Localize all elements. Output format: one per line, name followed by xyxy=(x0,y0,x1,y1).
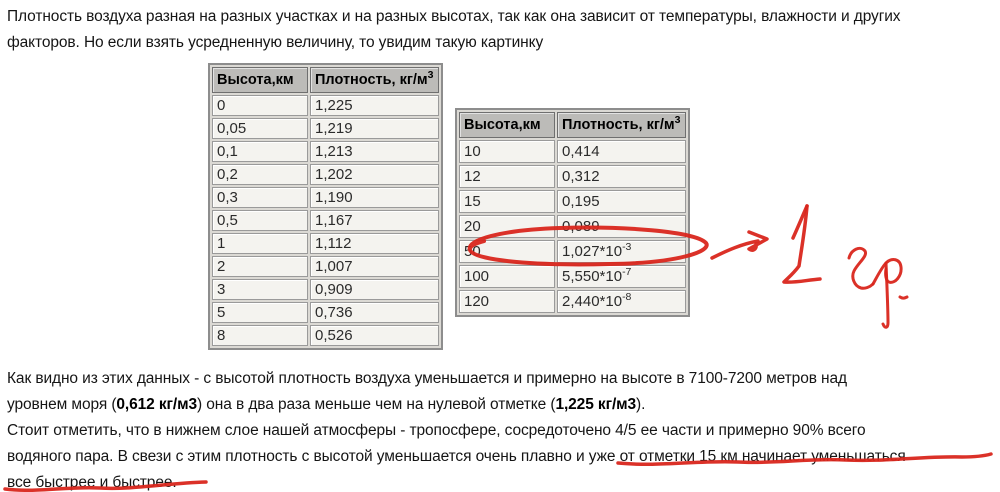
text-line: Стоит отметить, что в нижнем слое нашей … xyxy=(7,418,906,444)
density-cell: 1,167 xyxy=(310,210,439,231)
text-line: Плотность воздуха разная на разных участ… xyxy=(7,4,901,30)
density-cell: 1,190 xyxy=(310,187,439,208)
table-row: 2 1,007 xyxy=(212,256,439,277)
density-cell: 2,440*10-8 xyxy=(557,290,686,313)
intro-paragraph: Плотность воздуха разная на разных участ… xyxy=(7,4,901,56)
text-line: факторов. Но если взять усредненную вели… xyxy=(7,30,900,56)
height-cell: 0,2 xyxy=(212,164,308,185)
density-cell: 1,027*10-3 xyxy=(557,240,686,263)
table-row: 100 5,550*10-7 xyxy=(459,265,686,288)
height-cell: 15 xyxy=(459,190,555,213)
density-column-header: Плотность, кг/м3 xyxy=(557,112,686,138)
text-line: уровнем моря (0,612 кг/м3) она в два раз… xyxy=(7,392,847,418)
body-text: все быстрее и быстрее. xyxy=(7,474,177,491)
body-text: ) она в два раза меньше чем на нулевой о… xyxy=(197,396,556,413)
table-row: 0,2 1,202 xyxy=(212,164,439,185)
height-cell: 0,05 xyxy=(212,118,308,139)
density-cell: 0,909 xyxy=(310,279,439,300)
table-row: 20 0,089 xyxy=(459,215,686,238)
body-text: уровнем моря ( xyxy=(7,396,117,413)
table-row: 120 2,440*10-8 xyxy=(459,290,686,313)
density-cell: 1,225 xyxy=(310,95,439,116)
table-row: 5 0,736 xyxy=(212,302,439,323)
density-cell: 0,414 xyxy=(557,140,686,163)
density-table-low-altitude: Высота,км Плотность, кг/м3 0 1,225 0,05 1,21… xyxy=(208,63,443,350)
bold-value-text: 0,612 кг/м3 xyxy=(116,396,197,413)
height-cell: 10 xyxy=(459,140,555,163)
table-row: 0,3 1,190 xyxy=(212,187,439,208)
height-cell: 0,5 xyxy=(212,210,308,231)
table-row: 50 1,027*10-3 xyxy=(459,240,686,263)
height-cell: 120 xyxy=(459,290,555,313)
density-cell: 0,195 xyxy=(557,190,686,213)
height-cell: 2 xyxy=(212,256,308,277)
table-header-row: Высота,км Плотность, кг/м3 xyxy=(212,67,439,93)
density-column-header: Плотность, кг/м3 xyxy=(310,67,439,93)
height-cell: 0,3 xyxy=(212,187,308,208)
body-text: ). xyxy=(636,396,646,413)
height-cell: 0 xyxy=(212,95,308,116)
height-cell: 8 xyxy=(212,325,308,346)
red-arrow-icon xyxy=(710,230,769,260)
height-cell: 5 xyxy=(212,302,308,323)
body-text: Стоит отметить, что в нижнем слое нашей … xyxy=(7,422,866,439)
table-row: 0 1,225 xyxy=(212,95,439,116)
table-row: 1 1,112 xyxy=(212,233,439,254)
density-cell: 1,202 xyxy=(310,164,439,185)
height-cell: 12 xyxy=(459,165,555,188)
height-cell: 0,1 xyxy=(212,141,308,162)
troposphere-paragraph: Стоит отметить, что в нижнем слое нашей … xyxy=(7,418,906,492)
height-column-header: Высота,км xyxy=(212,67,308,93)
table-row: 0,1 1,213 xyxy=(212,141,439,162)
text-line: все быстрее и быстрее. xyxy=(7,470,906,492)
body-text: Как видно из этих данных - с высотой пло… xyxy=(7,370,847,387)
table-row: 8 0,526 xyxy=(212,325,439,346)
density-cell: 0,736 xyxy=(310,302,439,323)
table-row: 3 0,909 xyxy=(212,279,439,300)
body-text: факторов. Но если взять усредненную вели… xyxy=(7,34,544,51)
body-text: Плотность воздуха разная на разных участ… xyxy=(7,8,901,25)
density-cell: 0,089 xyxy=(557,215,686,238)
density-cell: 1,219 xyxy=(310,118,439,139)
table-row: 0,5 1,167 xyxy=(212,210,439,231)
text-line: водяного пара. В свези с этим плотность … xyxy=(7,444,906,470)
height-column-header: Высота,км xyxy=(459,112,555,138)
density-cell: 5,550*10-7 xyxy=(557,265,686,288)
density-table-high-altitude: Высота,км Плотность, кг/м3 10 0,414 12 0,312… xyxy=(455,108,690,317)
height-cell: 1 xyxy=(212,233,308,254)
table-row: 0,05 1,219 xyxy=(212,118,439,139)
height-cell: 3 xyxy=(212,279,308,300)
handwritten-grade-annotation xyxy=(782,204,909,329)
density-cell: 1,007 xyxy=(310,256,439,277)
table-row: 12 0,312 xyxy=(459,165,686,188)
bold-value-text: 1,225 кг/м3 xyxy=(555,396,637,413)
table-header-row: Высота,км Плотность, кг/м3 xyxy=(459,112,686,138)
density-cell: 0,526 xyxy=(310,325,439,346)
table-row: 15 0,195 xyxy=(459,190,686,213)
density-cell: 1,112 xyxy=(310,233,439,254)
body-text: водяного пара. В свези с этим плотность … xyxy=(7,448,906,465)
density-cell: 0,312 xyxy=(557,165,686,188)
height-cell: 50 xyxy=(459,240,555,263)
table-row: 10 0,414 xyxy=(459,140,686,163)
density-cell: 1,213 xyxy=(310,141,439,162)
analysis-paragraph: Как видно из этих данных - с высотой пло… xyxy=(7,366,847,418)
height-cell: 100 xyxy=(459,265,555,288)
text-line: Как видно из этих данных - с высотой пло… xyxy=(7,366,847,392)
height-cell: 20 xyxy=(459,215,555,238)
